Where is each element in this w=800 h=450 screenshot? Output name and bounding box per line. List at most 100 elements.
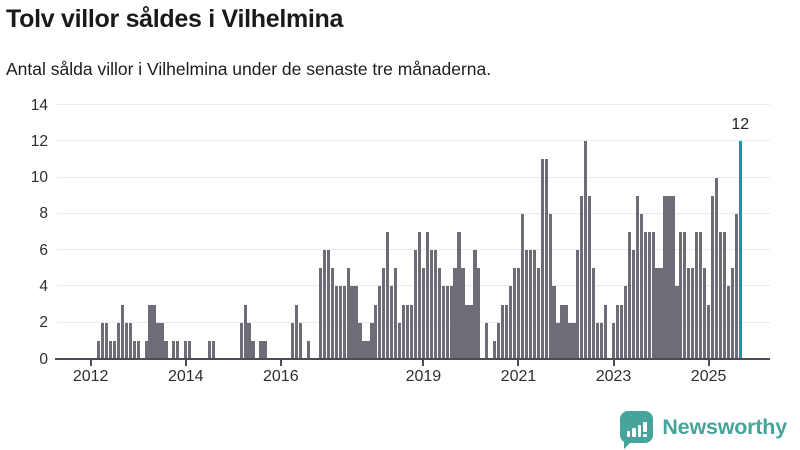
bar <box>512 268 517 359</box>
x-tick-2014 <box>184 360 187 366</box>
bar <box>730 268 734 359</box>
bar <box>695 232 699 359</box>
bar <box>160 322 164 359</box>
bar <box>108 340 113 359</box>
bar <box>152 304 156 359</box>
bar <box>104 322 109 359</box>
bar <box>600 322 604 359</box>
bar <box>718 232 723 359</box>
bar <box>520 213 525 359</box>
bar <box>295 304 299 359</box>
bar <box>675 286 679 359</box>
bar <box>659 268 663 359</box>
bar <box>627 232 631 359</box>
bar <box>457 232 461 359</box>
bar <box>564 304 568 359</box>
bar <box>493 340 497 359</box>
bar <box>548 213 552 359</box>
x-tick-2016 <box>279 360 282 366</box>
x-tick-2019 <box>422 360 425 366</box>
brand-name: Newsworthy <box>662 414 787 439</box>
bar <box>405 304 410 359</box>
y-tick-label-6: 6 <box>39 241 48 259</box>
bar <box>172 340 176 359</box>
bar <box>477 268 481 359</box>
gridline-14 <box>57 104 770 105</box>
bar <box>655 268 659 359</box>
x-tick-2021 <box>517 360 520 366</box>
bar <box>679 232 683 359</box>
bar <box>516 268 521 359</box>
gridline-2 <box>57 321 770 323</box>
logo-exclamation-stem <box>643 422 647 432</box>
bar <box>501 304 505 359</box>
bar <box>318 268 323 359</box>
logo-mini-bar-3 <box>637 425 642 437</box>
bar <box>346 268 350 359</box>
bar <box>528 250 532 359</box>
bar <box>128 322 132 359</box>
bar <box>401 304 406 359</box>
bar <box>184 340 188 359</box>
bar <box>211 340 216 359</box>
bar-highlighted-latest <box>738 141 742 359</box>
bar <box>497 322 501 359</box>
bar <box>544 159 548 359</box>
bar <box>706 304 711 359</box>
gridline-10 <box>57 176 770 178</box>
bar <box>263 340 267 359</box>
bar <box>326 250 330 359</box>
bar <box>188 340 192 359</box>
bar <box>580 195 584 359</box>
bar <box>722 232 727 359</box>
bar <box>651 232 655 359</box>
bar <box>631 250 635 359</box>
x-tick-label-2012: 2012 <box>72 368 109 385</box>
bar <box>465 304 469 359</box>
bar <box>445 286 449 359</box>
newsworthy-logo-icon <box>620 411 654 449</box>
bar <box>429 250 433 359</box>
bar <box>378 286 382 359</box>
bar <box>124 322 128 359</box>
chart-subtitle: Antal sålda villor i Vilhelmina under de… <box>6 59 492 79</box>
bar <box>413 250 418 359</box>
bar <box>398 322 402 359</box>
bar <box>473 250 477 359</box>
bar <box>603 304 608 359</box>
bar <box>433 250 437 359</box>
bar <box>136 340 140 359</box>
y-tick-label-8: 8 <box>39 205 48 223</box>
x-tick-label-2025: 2025 <box>690 368 727 385</box>
bar <box>714 177 719 359</box>
bar <box>461 268 465 359</box>
bar <box>334 286 338 359</box>
gridline-6 <box>57 249 770 251</box>
bar <box>100 322 105 359</box>
bar <box>394 268 398 359</box>
bar <box>623 286 628 359</box>
bar <box>524 250 528 359</box>
bar <box>96 340 101 359</box>
bar <box>421 268 425 359</box>
bar <box>156 322 160 359</box>
bar <box>687 268 691 359</box>
bar <box>726 286 731 359</box>
bar <box>485 322 489 359</box>
x-tick-2025 <box>707 360 710 366</box>
bar <box>112 340 117 359</box>
bar <box>639 213 643 359</box>
x-tick-2012 <box>89 360 92 366</box>
y-tick-label-14: 14 <box>30 96 48 114</box>
bar <box>703 268 707 359</box>
page-title: Tolv villor såldes i Vilhelmina <box>6 5 344 33</box>
bar <box>164 340 168 359</box>
bar <box>148 304 152 359</box>
bar-chart-plot-area: 0 2 4 6 8 10 12 14 2012 2014 2016 2019 2021 2023 2025… <box>31 97 770 385</box>
y-tick-label-10: 10 <box>30 169 48 187</box>
x-tick-2023 <box>612 360 615 366</box>
bar <box>453 268 457 359</box>
bar <box>132 340 136 359</box>
bar <box>370 322 374 359</box>
bar <box>382 268 386 359</box>
